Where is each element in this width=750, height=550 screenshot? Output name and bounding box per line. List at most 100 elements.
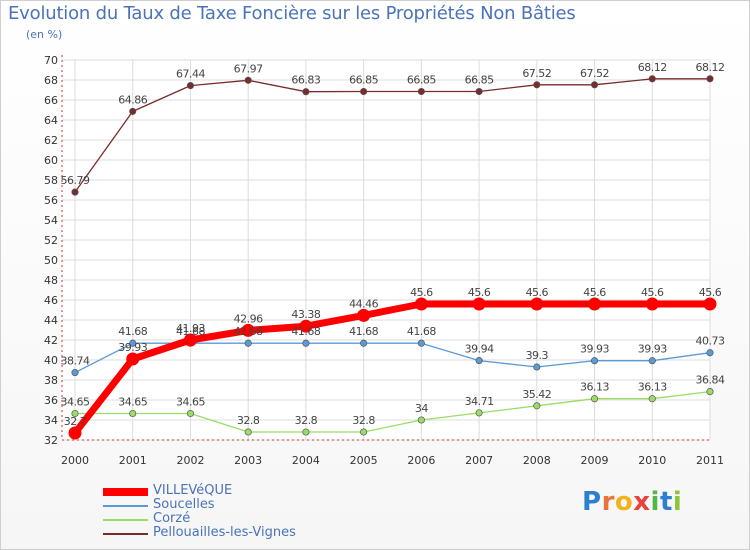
y-tick-label: 34 bbox=[44, 414, 58, 427]
x-tick-label: 2006 bbox=[407, 454, 435, 467]
data-label-series-1: 41.68 bbox=[234, 325, 263, 338]
logo-letter: o bbox=[614, 487, 634, 517]
data-label-series-0: 43.38 bbox=[291, 308, 320, 321]
data-point-series-3 bbox=[475, 87, 483, 96]
y-tick-label: 56 bbox=[44, 194, 58, 207]
data-point-series-0 bbox=[241, 323, 255, 337]
legend-swatch bbox=[103, 488, 148, 496]
data-label-series-3: 66.83 bbox=[291, 74, 320, 87]
data-label-series-0: 45.6 bbox=[699, 286, 722, 299]
y-tick-label: 38 bbox=[44, 374, 58, 387]
x-tick-label: 2008 bbox=[523, 454, 551, 467]
y-tick-label: 48 bbox=[44, 274, 58, 287]
data-label-series-3: 67.52 bbox=[522, 67, 551, 80]
logo-letter: P bbox=[582, 487, 602, 517]
y-tick-label: 60 bbox=[44, 154, 58, 167]
data-label-series-2: 36.13 bbox=[580, 381, 609, 394]
data-label-series-2: 36.84 bbox=[696, 374, 725, 387]
y-tick-label: 46 bbox=[44, 294, 58, 307]
data-point-series-3 bbox=[706, 75, 714, 83]
data-label-series-2: 32.8 bbox=[295, 414, 318, 427]
data-label-series-0: 32.7 bbox=[64, 415, 87, 428]
data-label-series-3: 67.44 bbox=[176, 68, 205, 81]
data-label-series-2: 35.42 bbox=[522, 388, 551, 401]
data-label-series-0: 45.6 bbox=[410, 286, 433, 299]
legend-swatch bbox=[103, 505, 148, 507]
x-tick-label: 2003 bbox=[234, 454, 262, 467]
data-point-series-0 bbox=[183, 333, 197, 347]
data-point-series-3 bbox=[71, 188, 79, 196]
data-label-series-0: 45.6 bbox=[641, 286, 664, 299]
data-point-series-0 bbox=[530, 297, 544, 311]
data-label-series-1: 41.68 bbox=[407, 325, 436, 338]
data-point-series-1 bbox=[71, 369, 79, 377]
data-label-series-3: 66.85 bbox=[407, 74, 436, 87]
proxiti-logo: Proxiti bbox=[582, 487, 682, 517]
x-tick-label: 2010 bbox=[638, 454, 666, 467]
x-tick-label: 2011 bbox=[696, 454, 724, 467]
data-point-series-2 bbox=[417, 416, 425, 424]
data-point-series-3 bbox=[590, 81, 599, 89]
data-point-series-2 bbox=[360, 428, 368, 436]
logo-letter: i bbox=[672, 487, 683, 517]
data-point-series-2 bbox=[590, 395, 599, 403]
x-tick-label: 2009 bbox=[581, 454, 609, 467]
y-tick-label: 58 bbox=[44, 174, 58, 187]
data-point-series-3 bbox=[533, 81, 541, 89]
data-label-series-2: 34.65 bbox=[61, 396, 90, 409]
data-label-series-1: 38.74 bbox=[61, 355, 90, 368]
data-point-series-1 bbox=[706, 349, 714, 357]
y-tick-label: 42 bbox=[44, 334, 58, 347]
plot-area bbox=[62, 60, 710, 440]
data-point-series-2 bbox=[706, 388, 714, 396]
data-point-series-2 bbox=[244, 428, 252, 436]
data-label-series-3: 56.79 bbox=[61, 174, 90, 187]
logo-letter: x bbox=[633, 487, 651, 517]
data-label-series-3: 68.12 bbox=[638, 61, 667, 74]
data-label-series-0: 39.93 bbox=[118, 341, 147, 354]
data-point-series-0 bbox=[357, 308, 371, 322]
data-point-series-3 bbox=[417, 87, 425, 96]
data-label-series-1: 39.94 bbox=[465, 343, 494, 356]
data-point-series-1 bbox=[475, 357, 483, 365]
data-label-series-2: 34 bbox=[415, 402, 428, 415]
legend-swatch bbox=[103, 533, 148, 535]
data-point-series-3 bbox=[129, 107, 137, 115]
data-point-series-0 bbox=[126, 352, 140, 366]
series-line-2 bbox=[75, 390, 711, 433]
data-label-series-2: 32.8 bbox=[237, 414, 260, 427]
y-tick-label: 62 bbox=[44, 134, 58, 147]
data-label-series-0: 45.6 bbox=[468, 286, 491, 299]
data-point-series-1 bbox=[417, 339, 425, 347]
y-axis-unit-label: (en %) bbox=[26, 28, 63, 41]
y-tick-label: 50 bbox=[44, 254, 58, 267]
logo-letter: r bbox=[601, 487, 615, 517]
y-tick-label: 40 bbox=[44, 354, 58, 367]
data-label-series-2: 34.71 bbox=[465, 395, 494, 408]
data-point-series-1 bbox=[533, 363, 541, 371]
series-line-0 bbox=[72, 300, 710, 436]
data-point-series-1 bbox=[360, 339, 368, 347]
data-label-series-0: 41.93 bbox=[176, 322, 205, 335]
data-point-series-1 bbox=[648, 357, 656, 365]
data-label-series-1: 39.3 bbox=[526, 349, 549, 362]
data-point-series-3 bbox=[244, 76, 252, 84]
series-line-3 bbox=[74, 78, 710, 193]
y-tick-label: 44 bbox=[44, 314, 58, 327]
data-label-series-3: 66.85 bbox=[465, 74, 494, 87]
data-point-series-0 bbox=[472, 297, 486, 311]
legend-label: Corzé bbox=[153, 511, 191, 526]
data-label-series-1: 41.68 bbox=[118, 325, 147, 338]
data-label-series-0: 42.96 bbox=[234, 312, 263, 325]
data-point-series-2 bbox=[186, 409, 195, 418]
data-label-series-0: 45.6 bbox=[583, 286, 606, 299]
data-point-series-2 bbox=[648, 395, 656, 403]
y-tick-label: 70 bbox=[44, 54, 58, 67]
x-tick-label: 2002 bbox=[176, 454, 204, 467]
data-label-series-1: 41.68 bbox=[349, 325, 378, 338]
data-point-series-3 bbox=[186, 82, 195, 90]
data-label-series-2: 34.65 bbox=[176, 396, 205, 409]
data-point-series-2 bbox=[71, 409, 79, 418]
data-point-series-1 bbox=[590, 357, 599, 365]
